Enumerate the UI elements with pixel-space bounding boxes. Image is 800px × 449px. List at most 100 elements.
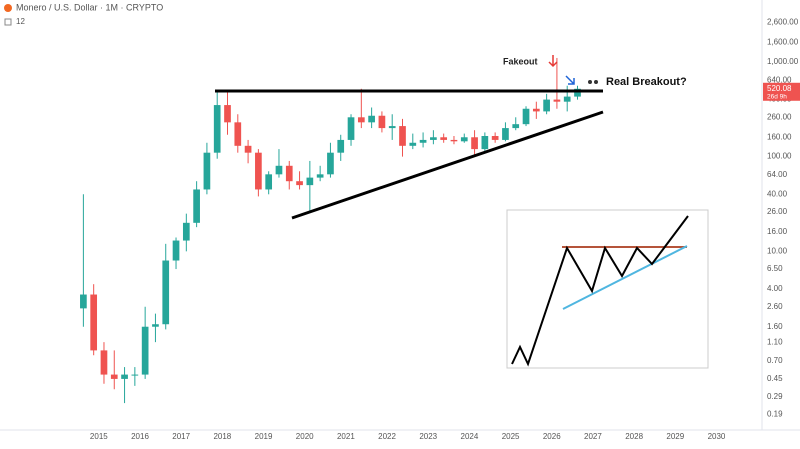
- candle-body: [265, 174, 273, 190]
- x-tick-label: 2023: [419, 432, 437, 441]
- y-tick-label: 1.60: [767, 322, 783, 331]
- y-tick-label: 640.00: [767, 75, 792, 84]
- annotation: Fakeout: [503, 56, 538, 66]
- y-tick-label: 4.00: [767, 284, 783, 293]
- candle-body: [203, 152, 211, 190]
- inset-price-path: [511, 215, 689, 367]
- y-tick-label: 0.29: [767, 392, 783, 401]
- arrow-icon: [565, 75, 575, 85]
- chart-title: Monero / U.S. Dollar · 1M · CRYPTO: [16, 2, 163, 12]
- x-tick-label: 2015: [90, 432, 108, 441]
- x-tick-label: 2024: [461, 432, 479, 441]
- candle-body: [327, 152, 334, 175]
- x-tick-label: 2025: [502, 432, 520, 441]
- y-tick-label: 40.00: [767, 189, 788, 198]
- candle-body: [388, 126, 396, 129]
- candle-body: [430, 137, 437, 140]
- candle-body: [255, 152, 262, 190]
- y-tick-label: 0.45: [767, 374, 783, 383]
- y-tick-label: 0.19: [767, 409, 783, 418]
- y-tick-label: 260.00: [767, 112, 792, 121]
- candle-body: [522, 108, 530, 125]
- y-tick-label: 2.60: [767, 302, 783, 311]
- candle-body: [553, 99, 561, 102]
- price-label: 520.08: [767, 84, 792, 93]
- x-tick-label: 2022: [378, 432, 396, 441]
- arrow-icon: [548, 55, 558, 68]
- y-tick-label: 0.70: [767, 356, 783, 365]
- candle-body: [193, 189, 200, 223]
- candle-body: [502, 128, 509, 140]
- candle-body: [357, 117, 365, 123]
- candle-body: [491, 136, 499, 140]
- candle-body: [80, 294, 87, 309]
- candle-body: [316, 174, 324, 178]
- candle-body: [440, 137, 448, 140]
- candle-body: [543, 99, 550, 112]
- candle-body: [481, 136, 489, 150]
- y-tick-label: 1,000.00: [767, 57, 799, 66]
- x-tick-label: 2029: [666, 432, 684, 441]
- header-badge: 12: [16, 17, 25, 26]
- x-tick-label: 2018: [213, 432, 231, 441]
- candle-body: [409, 142, 417, 146]
- x-tick-label: 2026: [543, 432, 561, 441]
- candle-body: [450, 139, 458, 142]
- candle-body: [337, 139, 345, 153]
- candle-body: [152, 324, 159, 327]
- x-tick-label: 2020: [296, 432, 314, 441]
- candle-body: [213, 105, 221, 153]
- annotation: Real Breakout?: [606, 76, 687, 88]
- candle-body: [532, 108, 540, 112]
- eyes-icon: [594, 80, 598, 84]
- candle-body: [172, 240, 180, 261]
- x-tick-label: 2016: [131, 432, 149, 441]
- countdown: 26d 9h: [767, 93, 787, 100]
- inset-diagram: [506, 209, 709, 369]
- candle-body: [306, 177, 314, 186]
- candle-body: [100, 350, 108, 375]
- candle-body: [275, 165, 283, 175]
- candle-body: [182, 222, 190, 241]
- candle-body: [110, 374, 118, 379]
- y-tick-label: 64.00: [767, 170, 788, 179]
- y-tick-label: 160.00: [767, 132, 792, 141]
- y-tick-label: 1.10: [767, 337, 783, 346]
- y-tick-label: 26.00: [767, 207, 788, 216]
- candle-body: [121, 374, 128, 379]
- x-tick-label: 2017: [172, 432, 190, 441]
- x-tick-label: 2030: [708, 432, 726, 441]
- candle-body: [471, 137, 478, 150]
- candle-body: [141, 326, 149, 375]
- candle-body: [512, 124, 520, 129]
- y-tick-label: 10.00: [767, 246, 788, 255]
- x-tick-label: 2028: [625, 432, 643, 441]
- candle-body: [574, 88, 581, 97]
- candle-body: [90, 294, 98, 351]
- candle-body: [131, 374, 139, 376]
- candle-body: [368, 115, 375, 123]
- y-tick-label: 1,600.00: [767, 38, 799, 47]
- candle-body: [460, 137, 468, 142]
- support-line: [291, 110, 604, 220]
- candle-body: [296, 181, 303, 186]
- candle-body: [234, 122, 242, 146]
- candle-body: [162, 260, 170, 325]
- inset-support: [562, 245, 688, 310]
- y-tick-label: 6.50: [767, 264, 783, 273]
- eyes-icon: [588, 80, 592, 84]
- candle-body: [399, 126, 406, 146]
- candle-body: [285, 165, 293, 182]
- y-tick-label: 2,600.00: [767, 18, 799, 27]
- y-tick-label: 16.00: [767, 227, 788, 236]
- x-tick-label: 2019: [255, 432, 273, 441]
- candle-body: [563, 96, 571, 102]
- candle-body: [419, 139, 427, 143]
- candle-body: [378, 115, 386, 129]
- coin-icon: [4, 4, 12, 12]
- candle-body: [347, 117, 355, 140]
- plot-area: 2,600.001,600.001,000.00640.00400.00260.…: [80, 18, 799, 441]
- x-tick-label: 2027: [584, 432, 602, 441]
- badge-icon: [4, 18, 12, 26]
